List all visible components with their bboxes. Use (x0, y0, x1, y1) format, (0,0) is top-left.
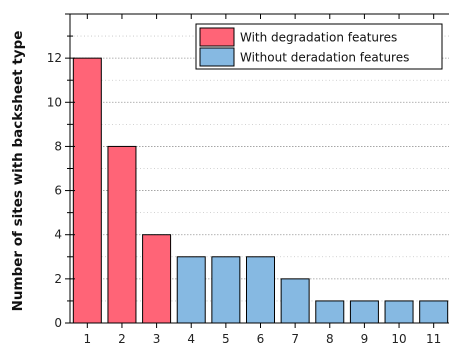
legend: With degradation features Without derada… (195, 23, 443, 70)
legend-label-without-degradation: Without deradation features (240, 51, 409, 65)
legend-swatch-with-degradation (199, 27, 235, 47)
bars (72, 57, 449, 324)
x-tick-label: 9 (361, 332, 369, 346)
bar (211, 256, 241, 324)
y-tick-label: 8 (54, 139, 62, 153)
y-tick-label: 2 (54, 272, 62, 286)
x-tick-label: 1 (83, 332, 91, 346)
x-tick-label: 4 (187, 332, 195, 346)
bar (280, 278, 310, 324)
bar (315, 300, 345, 324)
legend-box (195, 23, 443, 70)
legend-label-with-degradation: With degradation features (240, 31, 397, 45)
bar (176, 256, 206, 324)
x-tick-label: 8 (326, 332, 334, 346)
x-tick-label: 3 (153, 332, 161, 346)
bar (349, 300, 379, 324)
bar (419, 300, 449, 324)
x-tick-label: 5 (222, 332, 230, 346)
legend-swatch-without-degradation (199, 47, 235, 67)
x-tick-label: 11 (426, 332, 441, 346)
y-tick-labels: 0 2 4 6 8 10 12 (47, 51, 62, 330)
axes (65, 13, 449, 328)
x-tick-label: 10 (391, 332, 406, 346)
y-tick-label: 4 (54, 228, 62, 242)
y-tick-label: 10 (47, 95, 62, 109)
bar (246, 256, 275, 324)
y-axis-title: Number of sites with backsheet type (10, 31, 26, 312)
y-tick-label: 6 (54, 184, 62, 198)
bar (384, 300, 414, 324)
x-tick-label: 6 (257, 332, 265, 346)
y-tick-label: 12 (47, 51, 62, 65)
bar (142, 234, 172, 324)
bar (72, 57, 102, 324)
y-tick-label: 0 (54, 316, 62, 330)
x-tick-labels: 1 2 3 4 5 6 7 8 9 10 11 (83, 332, 441, 346)
x-tick-label: 2 (118, 332, 126, 346)
bar (107, 145, 137, 324)
x-tick-label: 7 (291, 332, 299, 346)
